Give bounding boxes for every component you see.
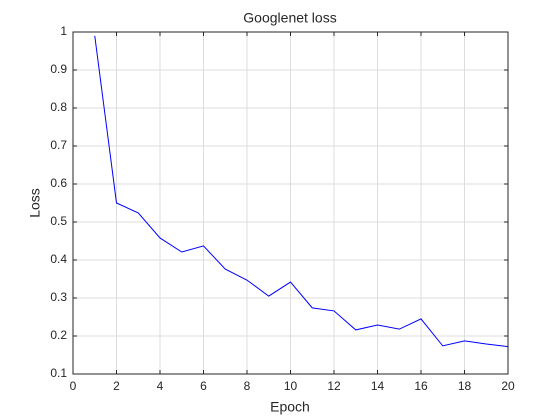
y-tick-label: 0.5	[50, 214, 67, 228]
plot-frame	[72, 31, 509, 375]
y-tick-label: 0.6	[50, 176, 67, 190]
x-tick-label: 0	[70, 379, 77, 393]
y-tick-label: 0.8	[50, 100, 67, 114]
x-tick-label: 8	[244, 379, 251, 393]
y-tick-label: 0.3	[50, 290, 67, 304]
y-tick-label: 0.7	[50, 138, 67, 152]
x-tick-label: 20	[501, 379, 515, 393]
y-tick-label: 0.4	[50, 252, 67, 266]
x-tick-label: 16	[414, 379, 428, 393]
y-axis-label: Loss	[27, 188, 43, 218]
loss-line	[94, 35, 509, 348]
y-tick-label: 0.2	[50, 328, 67, 342]
x-tick-label: 14	[371, 379, 385, 393]
x-tick-label: 6	[200, 379, 207, 393]
chart-title: Googlenet loss	[243, 10, 336, 26]
y-tick-label: 0.9	[50, 62, 67, 76]
x-tick-label: 18	[458, 379, 472, 393]
x-tick-label: 12	[327, 379, 341, 393]
y-tick-label: 1	[60, 24, 67, 38]
x-axis-label: Epoch	[270, 399, 310, 415]
x-tick-label: 10	[284, 379, 298, 393]
x-tick-label: 4	[157, 379, 164, 393]
y-tick-label: 0.1	[50, 366, 67, 380]
x-tick-label: 2	[113, 379, 120, 393]
